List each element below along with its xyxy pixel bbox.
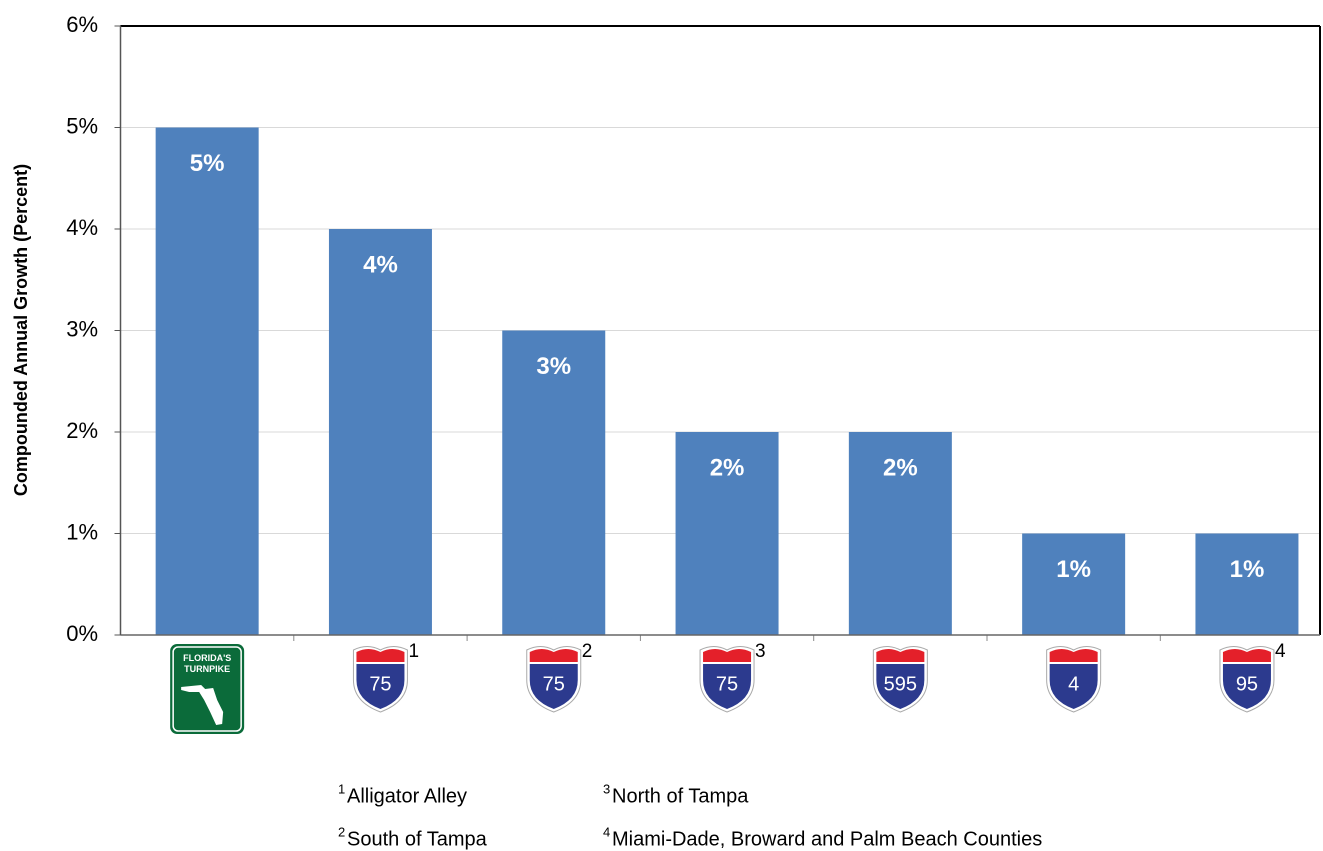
bar: [848, 432, 952, 635]
y-tick-label: 4%: [66, 215, 98, 240]
value-label: 1%: [1230, 556, 1265, 583]
shield-cap: [1222, 649, 1271, 662]
shield-cap: [703, 649, 752, 662]
x-tick-label: 75: [369, 673, 391, 695]
shield-body: [529, 664, 578, 709]
bar: [1195, 533, 1299, 635]
shield-cap: [356, 649, 405, 662]
florida-shape: [181, 685, 224, 725]
y-tick-label: 3%: [66, 316, 98, 341]
shield-cap: [1049, 649, 1098, 662]
footnote-text: South of Tampa: [347, 828, 488, 850]
footnote-text: Miami-Dade, Broward and Palm Beach Count…: [612, 828, 1042, 850]
shield-body: [876, 664, 925, 709]
footnote-mark: 1: [338, 781, 345, 796]
x-tick-label: FLORIDA'S TURNPIKE: [183, 653, 231, 674]
y-tick-label: 1%: [66, 519, 98, 544]
bar: [1022, 533, 1126, 635]
value-label: 1%: [1056, 556, 1091, 583]
footnote-ref: 1: [408, 641, 419, 662]
turnpike-border: [172, 646, 242, 732]
value-label: 4%: [363, 251, 398, 278]
y-tick-label: 6%: [66, 12, 98, 37]
value-label: 2%: [883, 454, 918, 481]
footnote-text: Alligator Alley: [347, 785, 467, 807]
x-tick-label: 95: [1236, 673, 1258, 695]
shield-body: [703, 664, 752, 709]
bar: [675, 432, 779, 635]
value-label: 2%: [710, 454, 745, 481]
shield-body: [1049, 664, 1098, 709]
shield-cap: [876, 649, 925, 662]
x-tick-label: 595: [884, 673, 917, 695]
footnote-ref: 2: [582, 641, 593, 662]
value-label: 3%: [536, 353, 571, 380]
x-tick-label: 75: [543, 673, 565, 695]
footnote-text: North of Tampa: [612, 785, 749, 807]
footnote-mark: 2: [338, 824, 345, 839]
y-tick-label: 5%: [66, 113, 98, 138]
y-tick-label: 0%: [66, 621, 98, 646]
y-tick-label: 2%: [66, 418, 98, 443]
y-axis-title: Compounded Annual Growth (Percent): [11, 164, 31, 496]
bar: [502, 330, 606, 635]
bar: [328, 229, 432, 635]
x-tick-label: 75: [716, 673, 738, 695]
footnote-ref: 4: [1275, 641, 1286, 662]
footnote-ref: 3: [755, 641, 766, 662]
x-tick-label: 4: [1068, 673, 1079, 695]
bar: [155, 127, 259, 635]
shield-body: [1222, 664, 1271, 709]
footnote-mark: 4: [603, 824, 610, 839]
shield-body: [356, 664, 405, 709]
footnote-mark: 3: [603, 781, 610, 796]
value-label: 5%: [190, 150, 225, 177]
shield-cap: [529, 649, 578, 662]
